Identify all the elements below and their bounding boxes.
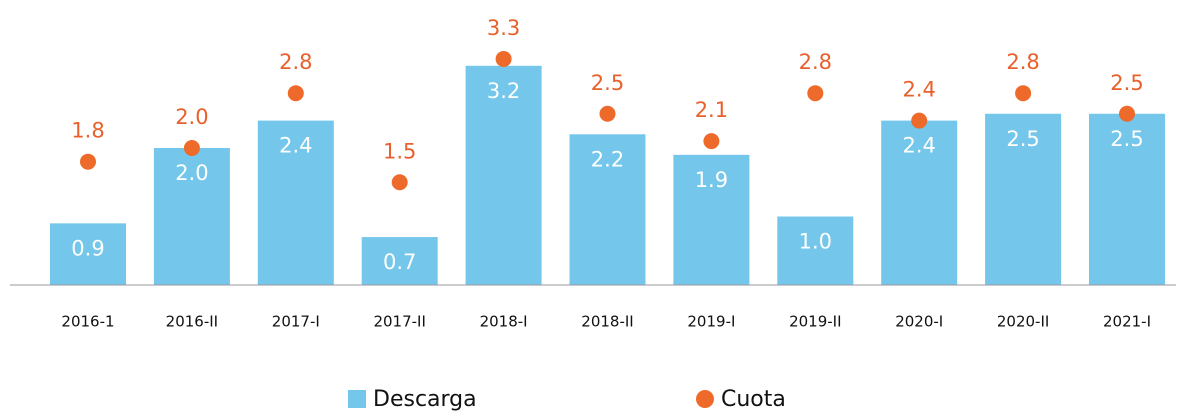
dot-value-label: 2.8: [1006, 50, 1039, 74]
bar: [153, 148, 230, 285]
x-tick-label: 2018-I: [480, 313, 528, 331]
bar-value-label: 1.9: [695, 168, 728, 192]
bar-value-label: 2.5: [1110, 127, 1143, 151]
dot-value-label: 2.1: [695, 98, 728, 122]
dot: [495, 50, 512, 67]
dot: [183, 140, 200, 156]
dot: [1015, 85, 1032, 102]
bar: [777, 216, 854, 285]
dot-value-label: 3.3: [487, 16, 520, 40]
dot: [1119, 105, 1135, 122]
x-tick-label: 2016-1: [61, 313, 114, 331]
bar: [361, 237, 438, 285]
x-tick-label: 2017-II: [373, 313, 425, 331]
x-tick-label: 2020-I: [895, 313, 943, 331]
x-tick-label: 2016-II: [166, 313, 218, 331]
x-tick-label: 2021-I: [1103, 313, 1151, 331]
bar-value-label: 2.5: [1006, 127, 1039, 151]
legend-swatch: [696, 390, 714, 408]
dot-value-label: 1.8: [71, 119, 104, 143]
bar: [50, 223, 126, 285]
dot-value-label: 2.5: [591, 71, 624, 95]
bar-value-label: 1.0: [799, 230, 832, 254]
dot-value-label: 2.5: [1110, 71, 1143, 95]
dot: [807, 85, 824, 102]
x-tick-label: 2020-II: [997, 313, 1049, 331]
bar: [985, 113, 1062, 285]
x-tick-label: 2017-I: [272, 313, 320, 331]
bar: [569, 134, 646, 285]
x-tick-label: 2018-II: [581, 313, 633, 331]
bar-value-label: 3.2: [487, 79, 520, 103]
bar: [1089, 113, 1165, 285]
bar-value-label: 2.2: [591, 147, 624, 171]
bar-value-label: 0.7: [383, 250, 416, 274]
dot: [287, 85, 304, 102]
dot-value-label: 1.5: [383, 139, 416, 163]
bar: [881, 120, 958, 285]
bar-value-label: 2.4: [279, 134, 312, 158]
bar-value-label: 2.4: [902, 134, 935, 158]
dot: [703, 133, 720, 150]
bar: [673, 154, 750, 285]
bar: [465, 65, 542, 285]
dot: [391, 174, 408, 191]
dot-value-label: 2.8: [279, 50, 312, 74]
dot-value-label: 2.0: [175, 105, 208, 129]
legend-swatch: [348, 390, 366, 408]
dot: [911, 112, 928, 129]
dot-value-label: 2.4: [902, 78, 935, 102]
dot: [80, 153, 96, 170]
x-tick-label: 2019-I: [687, 313, 735, 331]
legend-label: Descarga: [373, 387, 477, 412]
bar-value-label: 2.0: [175, 161, 208, 185]
bar: [257, 120, 334, 285]
legend-label: Cuota: [721, 387, 786, 412]
dot-value-label: 2.8: [799, 50, 832, 74]
x-tick-label: 2019-II: [789, 313, 841, 331]
bar-value-label: 0.9: [71, 236, 104, 260]
dot: [599, 105, 616, 122]
